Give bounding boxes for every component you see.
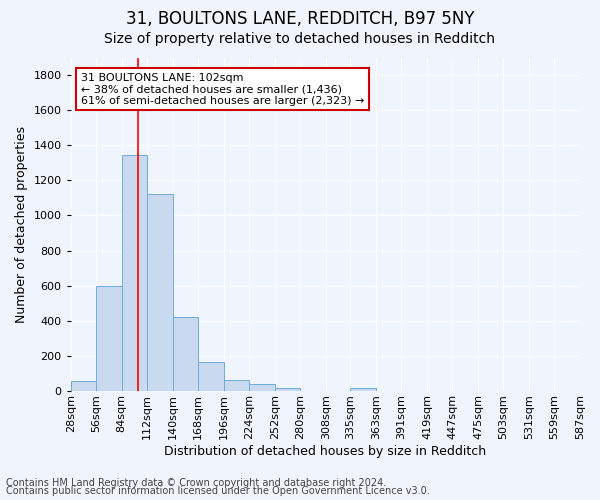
Text: Contains public sector information licensed under the Open Government Licence v3: Contains public sector information licen…: [6, 486, 430, 496]
Bar: [96, 286, 122, 391]
X-axis label: Distribution of detached houses by size in Redditch: Distribution of detached houses by size …: [164, 444, 487, 458]
Bar: [173, 317, 198, 391]
Bar: [224, 380, 249, 391]
Text: 31, BOULTONS LANE, REDDITCH, B97 5NY: 31, BOULTONS LANE, REDDITCH, B97 5NY: [126, 10, 474, 28]
Text: Size of property relative to detached houses in Redditch: Size of property relative to detached ho…: [104, 32, 496, 46]
Bar: [122, 156, 147, 391]
Bar: [71, 380, 96, 391]
Bar: [147, 194, 173, 391]
Y-axis label: Number of detached properties: Number of detached properties: [15, 126, 28, 323]
Bar: [350, 388, 376, 391]
Text: Contains HM Land Registry data © Crown copyright and database right 2024.: Contains HM Land Registry data © Crown c…: [6, 478, 386, 488]
Bar: [198, 362, 224, 391]
Bar: [275, 388, 300, 391]
Text: 31 BOULTONS LANE: 102sqm
← 38% of detached houses are smaller (1,436)
61% of sem: 31 BOULTONS LANE: 102sqm ← 38% of detach…: [81, 72, 364, 106]
Bar: [249, 384, 275, 391]
